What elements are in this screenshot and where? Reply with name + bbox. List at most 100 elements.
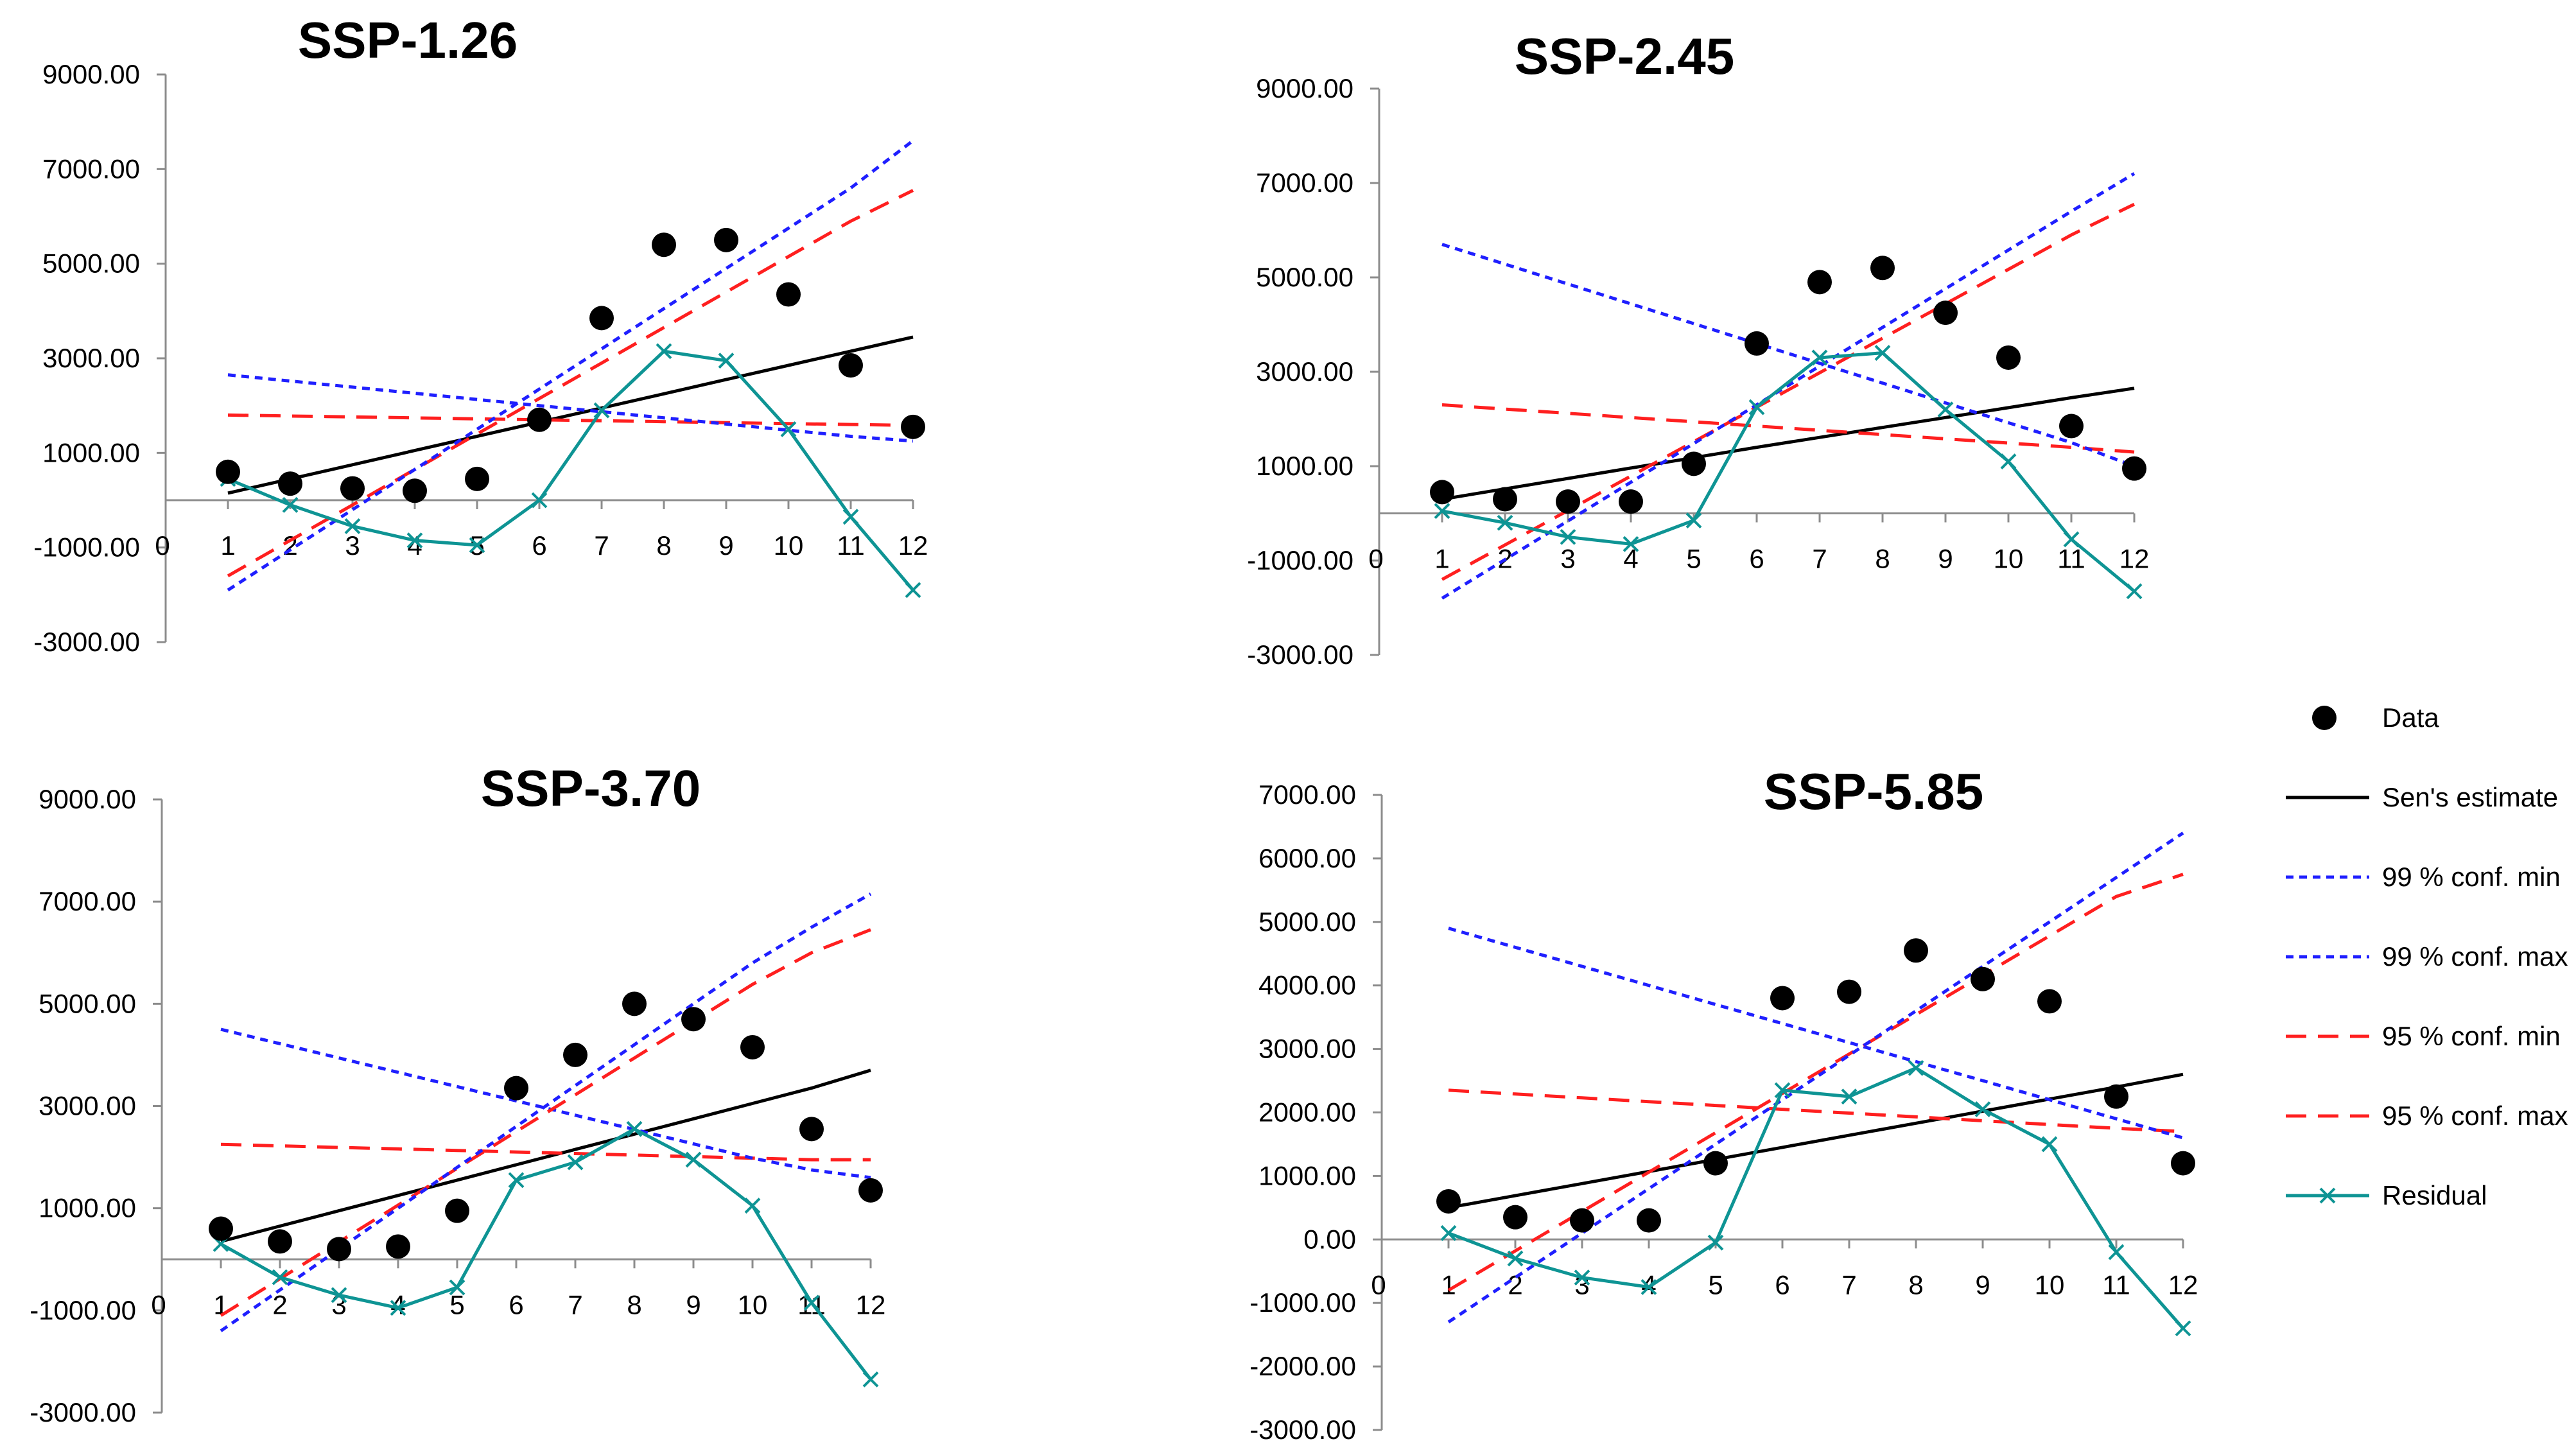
residual-marker	[272, 1269, 288, 1285]
residual-marker	[2108, 1244, 2125, 1260]
y-tick-label: 9000.00	[42, 59, 140, 89]
x-tick-label: 1	[1441, 1269, 1456, 1300]
x-tick-label: 8	[656, 530, 671, 561]
series-line-95-conf-min	[1441, 202, 2136, 581]
data-point	[1996, 345, 2021, 370]
residual-marker	[1974, 1101, 1991, 1117]
data-point	[1933, 301, 1958, 326]
y-tick-label: -1000.00	[1249, 1287, 1356, 1318]
panel-ssp-1-26: SSP-1.26 9000.00 7000.00 5000.00 3000.00 1000…	[33, 12, 928, 657]
x-tick-label: 7	[594, 530, 609, 561]
x-tick-label: 12	[2168, 1269, 2198, 1300]
data-point	[1971, 966, 1995, 991]
x-tick-label: 11	[837, 530, 865, 561]
x-tick-label: 0	[1371, 1269, 1386, 1300]
data-point	[681, 1007, 706, 1032]
x-tick-label: 2	[1508, 1269, 1522, 1300]
data-point	[799, 1117, 824, 1142]
residual-marker	[2000, 453, 2017, 470]
data-point	[465, 466, 489, 491]
series-line-residual	[1448, 1066, 2184, 1330]
residual-marker	[1811, 349, 1828, 366]
series-line-99-conf-max	[1448, 927, 2184, 1140]
y-tick-label: 5000.00	[1258, 907, 1356, 937]
data-point	[622, 991, 647, 1016]
series-line-95-conf-max	[220, 1142, 871, 1162]
x-tick-label: 3	[345, 530, 360, 561]
y-tick-label: 3000.00	[1258, 1034, 1356, 1064]
x-tick-label: 7	[1841, 1269, 1856, 1300]
panel-ssp-3-70: SSP-3.70 9000.00 7000.00 5000.00 3000.00 1000…	[30, 760, 885, 1427]
x-tick-label: 2	[272, 1289, 287, 1320]
data-point	[563, 1042, 587, 1067]
data-point	[527, 407, 552, 432]
panel-ssp-2-45: SSP-2.45 9000.00 7000.00 5000.00 3000.00 1000…	[1247, 28, 2149, 670]
x-tick-label: 10	[1994, 544, 2024, 574]
legend-label: Residual	[2382, 1180, 2487, 1210]
residual-marker	[390, 1300, 406, 1316]
y-tick-label: 1000.00	[1258, 1160, 1356, 1190]
residual-marker	[862, 1371, 879, 1388]
data-point	[278, 471, 302, 496]
legend-item: Data	[2312, 702, 2439, 733]
y-tick-label: 2000.00	[1258, 1097, 1356, 1128]
data-point	[1503, 1205, 1527, 1230]
series-line-95-conf-min	[220, 928, 871, 1317]
residual-marker	[780, 421, 797, 437]
residual-marker	[905, 582, 921, 598]
x-tick-label: 4	[1623, 544, 1638, 574]
y-tick-label: 0.00	[1303, 1224, 1356, 1254]
residual-marker	[1774, 1082, 1791, 1099]
y-tick-label: 5000.00	[42, 248, 140, 279]
x-tick-label: 11	[2102, 1269, 2130, 1300]
residual-marker	[282, 496, 299, 513]
data-point	[2171, 1151, 2195, 1176]
x-tick-label: 5	[1708, 1269, 1723, 1300]
data-point	[714, 227, 738, 252]
residual-marker	[1707, 1234, 1724, 1251]
residual-marker	[1685, 512, 1702, 528]
residual-marker	[1497, 514, 1513, 531]
legend-marker-dot	[2312, 706, 2337, 730]
x-tick-label: 8	[627, 1289, 641, 1320]
y-tick-label: -3000.00	[1249, 1415, 1356, 1445]
x-tick-label: 6	[1775, 1269, 1789, 1300]
data-point	[2104, 1084, 2128, 1109]
residual-marker	[842, 509, 859, 525]
x-tick-label: 8	[1875, 544, 1890, 574]
x-tick-label: 10	[738, 1289, 768, 1320]
x-tick-label: 0	[151, 1289, 166, 1320]
legend-item: Residual	[2286, 1180, 2487, 1210]
residual-marker	[1574, 1269, 1590, 1286]
chart-title: SSP-5.85	[1764, 763, 1983, 820]
x-tick-label: 7	[568, 1289, 582, 1320]
x-tick-label: 9	[1975, 1269, 1990, 1300]
x-tick-label: 0	[1368, 544, 1383, 574]
residual-marker	[449, 1279, 466, 1296]
y-tick-label: 1000.00	[1256, 451, 1353, 481]
y-tick-label: 7000.00	[42, 153, 140, 184]
data-point	[216, 459, 240, 484]
y-tick-label: 6000.00	[1258, 843, 1356, 873]
residual-marker	[1874, 345, 1891, 362]
legend-item: 99 % conf. min	[2286, 862, 2561, 892]
y-tick-label: -3000.00	[1247, 640, 1353, 670]
chart-title: SSP-3.70	[481, 760, 701, 817]
residual-marker	[1748, 399, 1765, 415]
series-line-95-conf-max	[1448, 1088, 2184, 1133]
y-tick-label: -1000.00	[33, 532, 140, 562]
residual-marker	[1841, 1088, 1858, 1105]
residual-marker	[1908, 1059, 1924, 1076]
series-line-99-conf-min	[227, 139, 914, 592]
residual-marker	[1640, 1279, 1657, 1295]
data-point	[403, 478, 427, 503]
data-point	[2059, 414, 2084, 439]
series-line-99-conf-max	[1441, 243, 2135, 468]
data-point	[1619, 489, 1643, 514]
residual-marker	[803, 1294, 820, 1311]
series-line-sen-s-estimate	[220, 1068, 871, 1243]
x-tick-label: 0	[155, 530, 170, 561]
series-line-99-conf-min	[1447, 832, 2184, 1323]
y-tick-label: -1000.00	[30, 1295, 136, 1325]
y-tick-label: 7000.00	[1258, 780, 1356, 810]
